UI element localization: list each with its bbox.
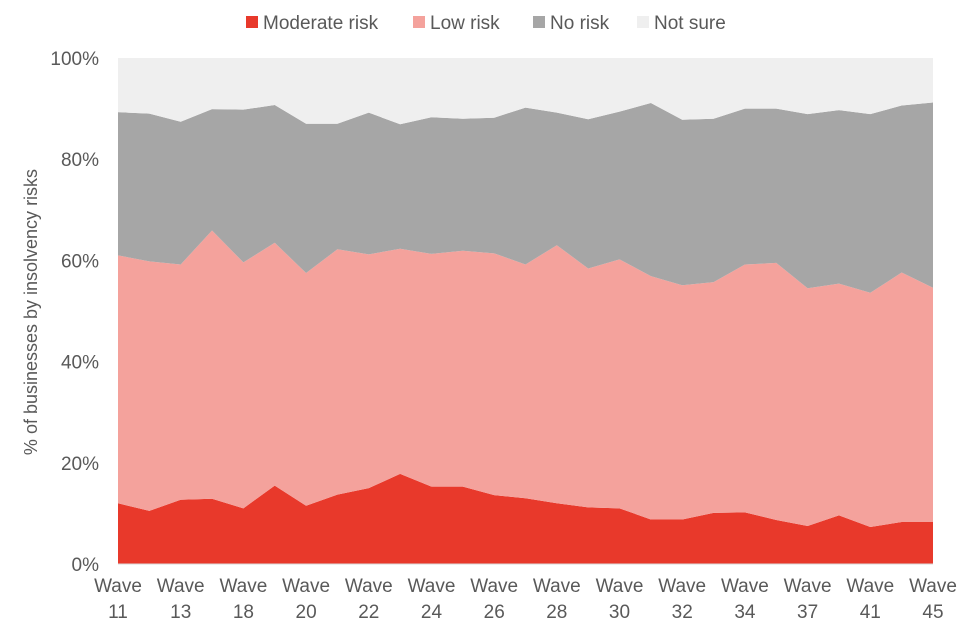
y-axis-title: % of businesses by insolvency risks [21, 169, 41, 455]
legend-swatch [637, 16, 649, 28]
x-tick-label: Wave [345, 576, 393, 597]
y-tick-label: 20% [61, 454, 99, 475]
area-low-risk [118, 230, 933, 528]
x-tick-label: Wave [784, 576, 832, 597]
x-tick-label: 18 [233, 602, 254, 623]
x-tick-label: Wave [658, 576, 706, 597]
legend-label: No risk [550, 13, 610, 34]
legend-label: Low risk [430, 13, 500, 34]
x-tick-label: 11 [108, 602, 128, 623]
x-tick-label: 20 [296, 602, 317, 623]
x-tick-label: Wave [219, 576, 267, 597]
legend-label: Moderate risk [263, 13, 379, 34]
x-tick-label: Wave [282, 576, 330, 597]
x-tick-label: Wave [157, 576, 205, 597]
legend-label: Not sure [654, 13, 726, 34]
x-tick-label: Wave [909, 576, 957, 597]
area-moderate-risk [118, 473, 933, 564]
y-tick-label: 40% [61, 353, 99, 374]
x-tick-label: 28 [546, 602, 567, 623]
x-tick-label: Wave [596, 576, 644, 597]
x-axis: Wave 11 Wave 13 Wave 18 Wave 20 Wave 22 Wave 24 Wave… [94, 576, 957, 623]
x-tick-label: 26 [484, 602, 505, 623]
area-not-sure [118, 58, 933, 125]
x-tick-label: Wave [846, 576, 894, 597]
x-tick-label: Wave [94, 576, 142, 597]
area-no-risk [118, 102, 933, 293]
x-tick-label: 34 [734, 602, 756, 623]
x-tick-label: 32 [672, 602, 693, 623]
x-tick-label: 37 [797, 602, 818, 623]
x-tick-label: Wave [470, 576, 518, 597]
x-tick-label: Wave [721, 576, 769, 597]
x-tick-label: 45 [922, 602, 943, 623]
x-tick-label: Wave [533, 576, 581, 597]
legend: Moderate risk Low risk No risk Not sure [246, 13, 726, 34]
x-tick-label: 24 [421, 602, 443, 623]
legend-swatch [246, 16, 258, 28]
y-axis: 0% 20% 40% 60% 80% 100% [50, 49, 99, 576]
x-tick-label: 30 [609, 602, 630, 623]
legend-swatch [533, 16, 545, 28]
y-tick-label: 0% [72, 555, 100, 576]
x-tick-label: Wave [408, 576, 456, 597]
x-tick-label: 22 [358, 602, 379, 623]
y-tick-label: 100% [50, 49, 99, 70]
y-tick-label: 60% [61, 251, 99, 272]
x-tick-label: 13 [170, 602, 191, 623]
y-tick-label: 80% [61, 150, 99, 171]
plot-area [118, 58, 933, 564]
x-tick-label: 41 [860, 602, 881, 623]
legend-swatch [413, 16, 425, 28]
